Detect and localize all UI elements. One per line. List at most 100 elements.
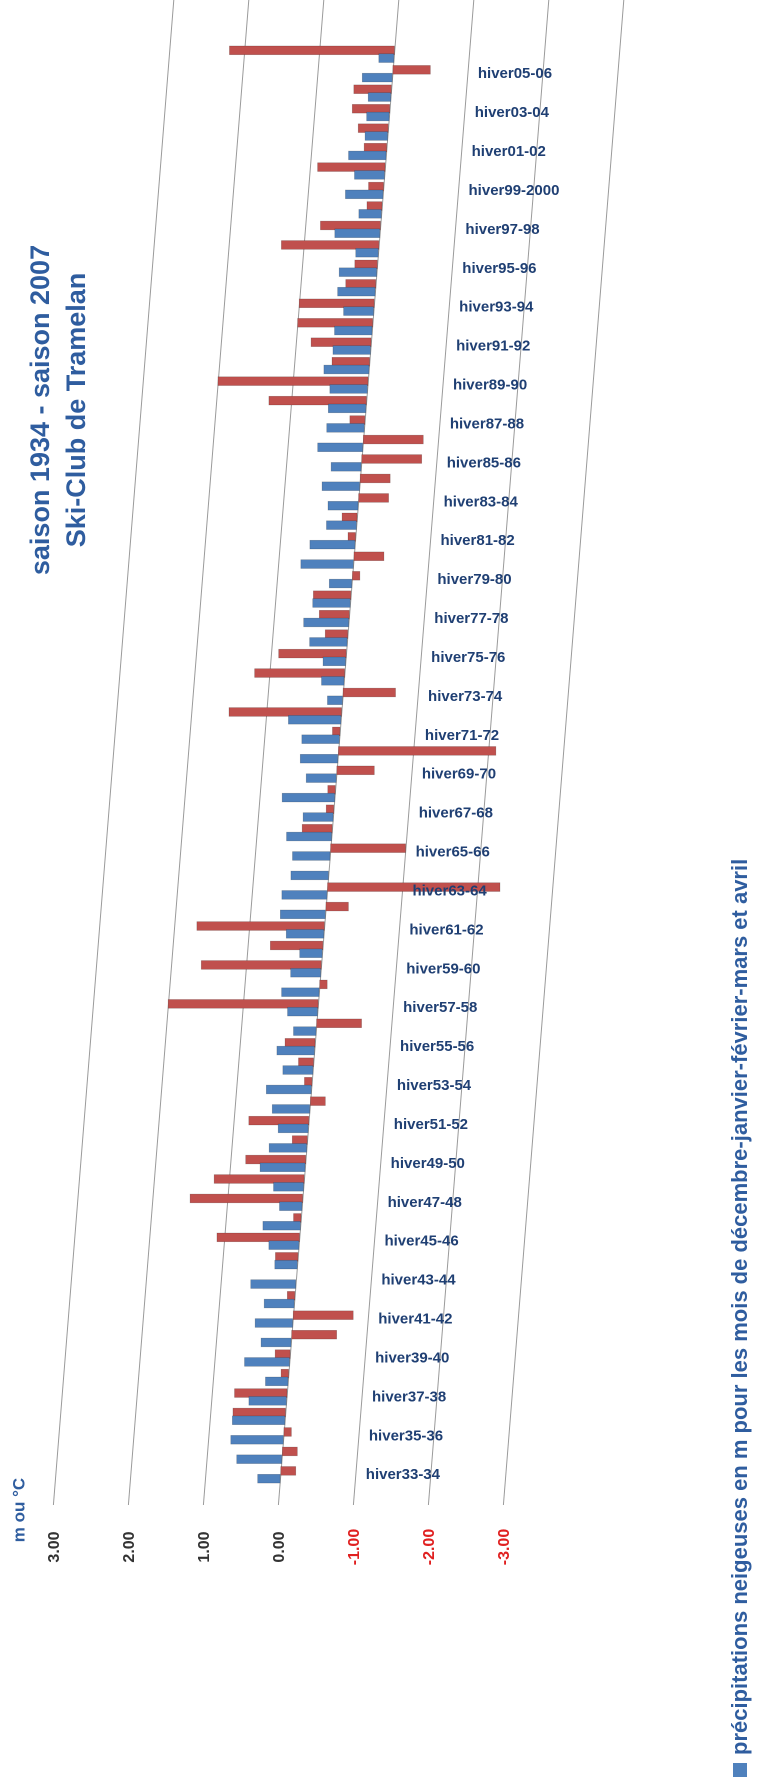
x-tick-label: hiver91-92 [456, 338, 530, 355]
bar [327, 501, 359, 511]
x-tick-label: hiver89-90 [453, 377, 527, 394]
bar [363, 142, 387, 153]
x-tick-label: hiver65-66 [416, 844, 490, 861]
bar [309, 637, 348, 647]
bar [280, 909, 326, 920]
bar [316, 1018, 362, 1029]
bar [321, 676, 345, 686]
bar [364, 131, 388, 141]
x-tick-label: hiver39-40 [375, 1349, 449, 1366]
bar [259, 1162, 306, 1173]
bar [328, 578, 353, 589]
bar [274, 1349, 291, 1359]
chart-frame: saison 1934 - saison 2007 Ski-Club de Tr… [9, 0, 752, 1777]
bar [254, 668, 345, 678]
x-tick-label: hiver85-86 [447, 454, 521, 471]
bar [293, 1213, 302, 1223]
bar [250, 1279, 297, 1289]
bar [327, 403, 367, 414]
bar [288, 715, 342, 725]
bar [262, 1221, 301, 1231]
bar [329, 384, 368, 394]
chart-title: saison 1934 - saison 2007 [25, 245, 55, 575]
bar [303, 617, 349, 628]
bar [268, 395, 367, 406]
bar [326, 520, 357, 530]
bar [338, 746, 497, 756]
bar [280, 1466, 297, 1476]
bar [299, 948, 323, 958]
bar [351, 104, 391, 114]
bar [286, 831, 332, 842]
bar [290, 968, 321, 978]
y-axis-label: m ou °C [9, 1478, 28, 1542]
bar [234, 1388, 288, 1398]
x-tick-label: hiver51-52 [394, 1116, 468, 1133]
bar [297, 318, 373, 328]
bar [265, 1376, 289, 1387]
bar [318, 609, 350, 620]
bar [281, 987, 320, 997]
bar [189, 1193, 303, 1204]
bar [286, 1291, 296, 1301]
bar [368, 181, 384, 192]
bar [343, 306, 374, 316]
bar [293, 1026, 317, 1036]
bar [292, 851, 331, 861]
grid-line [52, 0, 175, 1506]
x-tick-label: hiver03-04 [475, 104, 550, 121]
x-tick-label: hiver57-58 [403, 999, 477, 1016]
bar [355, 248, 379, 258]
bar [312, 598, 351, 608]
bar [280, 1368, 289, 1379]
x-tick-label: hiver95-96 [462, 260, 536, 277]
bar [276, 1045, 315, 1056]
bar [216, 1232, 300, 1243]
bar [323, 364, 370, 375]
y-tick-label: -3.00 [496, 1529, 513, 1566]
bar [358, 209, 382, 219]
legend-label: précipitations neigeuses en m pour les m… [727, 859, 752, 1755]
x-tick-label: hiver79-80 [437, 571, 511, 588]
bar [268, 1143, 307, 1153]
bar [326, 423, 365, 433]
x-tick-label: hiver33-34 [366, 1466, 441, 1483]
bar [317, 162, 386, 172]
bar [277, 1123, 309, 1134]
bar [367, 92, 391, 102]
bar [248, 1115, 310, 1126]
bar [321, 481, 360, 491]
bar [322, 656, 346, 667]
x-tick-label: hiver01-02 [472, 143, 546, 160]
bar [304, 1077, 313, 1087]
x-tick-label: hiver77-78 [434, 610, 508, 627]
x-tick-label: hiver37-38 [372, 1388, 446, 1405]
bar [268, 1240, 300, 1250]
bar [229, 45, 395, 56]
y-tick-label: 3.00 [46, 1531, 63, 1562]
bar [349, 415, 366, 425]
x-tick-label: hiver45-46 [384, 1233, 458, 1250]
bar [310, 1096, 326, 1106]
bar [366, 201, 383, 211]
bar [332, 726, 341, 737]
bar [260, 1337, 292, 1348]
bar [336, 765, 375, 776]
bar [298, 1057, 314, 1067]
bar [248, 1396, 287, 1406]
x-tick-label: hiver73-74 [428, 688, 503, 705]
bar [341, 512, 358, 523]
bar [232, 1415, 286, 1425]
bar [302, 812, 334, 822]
bar [334, 228, 381, 238]
bar [305, 773, 337, 783]
bar [232, 1407, 286, 1418]
bar [359, 473, 391, 484]
bar [392, 65, 431, 75]
bar [200, 960, 322, 970]
bar [352, 571, 361, 581]
bar [354, 259, 378, 270]
bar [285, 929, 325, 939]
bar [228, 707, 342, 717]
